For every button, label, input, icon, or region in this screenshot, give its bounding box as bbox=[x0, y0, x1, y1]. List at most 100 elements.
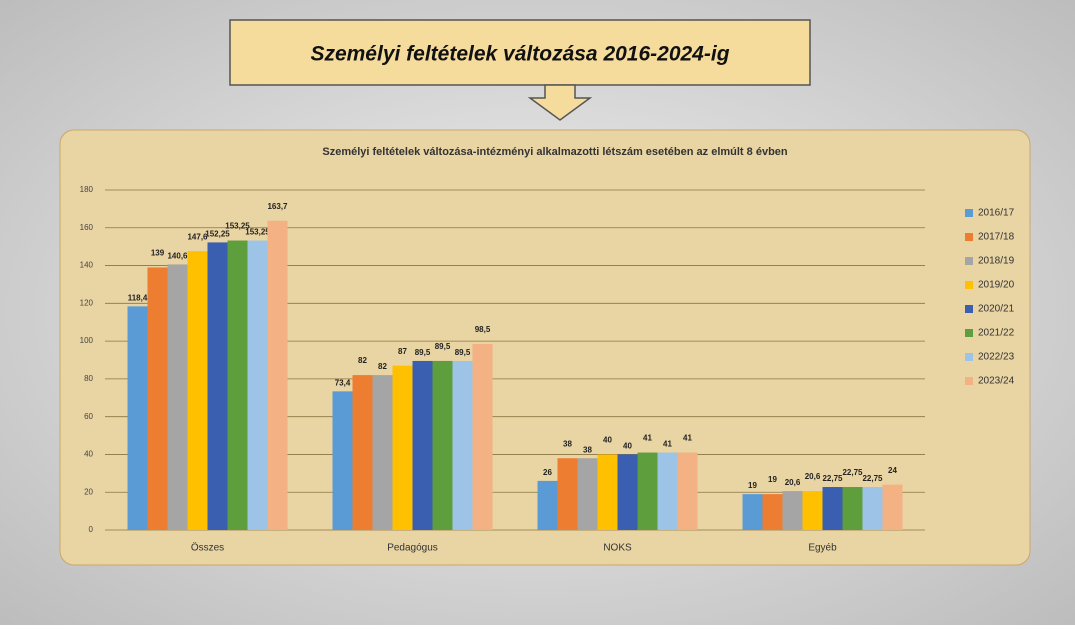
data-label: 22,75 bbox=[822, 474, 843, 483]
legend-label: 2022/23 bbox=[978, 352, 1015, 363]
bar bbox=[452, 360, 473, 530]
data-label: 73,4 bbox=[335, 378, 351, 387]
data-label: 41 bbox=[683, 434, 692, 443]
bar bbox=[147, 267, 168, 530]
legend-swatch bbox=[965, 377, 973, 385]
data-label: 163,7 bbox=[267, 202, 288, 211]
bar bbox=[472, 343, 493, 530]
x-tick-label: Egyéb bbox=[808, 543, 837, 554]
y-tick-label: 160 bbox=[80, 223, 94, 232]
y-tick-label: 140 bbox=[80, 261, 94, 270]
bar bbox=[392, 365, 413, 530]
legend-label: 2023/24 bbox=[978, 376, 1015, 387]
bar bbox=[782, 491, 803, 530]
y-tick-label: 20 bbox=[84, 487, 93, 496]
bar bbox=[537, 480, 558, 530]
data-label: 98,5 bbox=[475, 325, 491, 334]
bar bbox=[432, 360, 453, 530]
bar bbox=[372, 375, 393, 530]
data-label: 82 bbox=[378, 362, 387, 371]
y-tick-label: 180 bbox=[80, 185, 94, 194]
data-label: 152,25 bbox=[205, 230, 230, 239]
x-tick-label: NOKS bbox=[603, 543, 632, 554]
bar bbox=[557, 458, 578, 530]
bar bbox=[597, 454, 618, 530]
bar bbox=[227, 240, 248, 530]
bar bbox=[207, 242, 228, 530]
bar bbox=[637, 452, 658, 530]
data-label: 89,5 bbox=[435, 342, 451, 351]
data-label: 40 bbox=[623, 442, 632, 451]
bar bbox=[842, 487, 863, 530]
bar bbox=[677, 452, 698, 530]
bar bbox=[332, 391, 353, 530]
title-box bbox=[229, 19, 811, 86]
legend-label: 2020/21 bbox=[978, 304, 1015, 315]
legend-swatch bbox=[965, 353, 973, 361]
data-label: 89,5 bbox=[455, 348, 471, 357]
bar bbox=[657, 452, 678, 530]
data-label: 140,6 bbox=[167, 252, 188, 261]
legend-label: 2016/17 bbox=[978, 208, 1015, 219]
data-label: 38 bbox=[563, 439, 572, 448]
data-label: 41 bbox=[663, 440, 672, 449]
bar bbox=[187, 251, 208, 530]
data-label: 22,75 bbox=[862, 474, 883, 483]
legend-swatch bbox=[965, 305, 973, 313]
bar bbox=[862, 487, 883, 530]
bar bbox=[822, 487, 843, 530]
data-label: 153,25 bbox=[225, 222, 250, 231]
data-label: 20,6 bbox=[785, 478, 801, 487]
x-tick-label: Összes bbox=[191, 542, 224, 554]
legend-swatch bbox=[965, 329, 973, 337]
data-label: 89,5 bbox=[415, 348, 431, 357]
slide-title: Személyi feltételek változása 2016-2024-… bbox=[310, 43, 729, 66]
y-tick-label: 80 bbox=[84, 374, 93, 383]
legend-swatch bbox=[965, 281, 973, 289]
legend-label: 2019/20 bbox=[978, 280, 1015, 291]
bar bbox=[267, 220, 288, 531]
data-label: 87 bbox=[398, 347, 407, 356]
data-label: 26 bbox=[543, 468, 552, 477]
bar bbox=[882, 484, 903, 530]
data-label: 41 bbox=[643, 434, 652, 443]
data-label: 19 bbox=[768, 475, 777, 484]
bar bbox=[617, 454, 638, 530]
legend-label: 2021/22 bbox=[978, 328, 1015, 339]
x-tick-label: Pedagógus bbox=[387, 543, 438, 554]
legend-swatch bbox=[965, 209, 973, 217]
data-label: 40 bbox=[603, 436, 612, 445]
chart-panel bbox=[59, 129, 1031, 566]
bar bbox=[577, 458, 598, 530]
legend-swatch bbox=[965, 257, 973, 265]
y-tick-label: 40 bbox=[84, 450, 93, 459]
bar bbox=[742, 494, 763, 530]
bar bbox=[352, 375, 373, 530]
y-tick-label: 100 bbox=[80, 336, 94, 345]
legend-label: 2017/18 bbox=[978, 232, 1015, 243]
data-label: 19 bbox=[748, 481, 757, 490]
bar bbox=[802, 491, 823, 530]
data-label: 153,25 bbox=[245, 228, 270, 237]
arrow bbox=[527, 84, 593, 121]
data-label: 118,4 bbox=[128, 293, 148, 302]
bar bbox=[167, 264, 188, 530]
data-label: 139 bbox=[151, 249, 165, 258]
data-label: 20,6 bbox=[805, 472, 821, 481]
y-tick-label: 60 bbox=[84, 412, 93, 421]
legend-swatch bbox=[965, 233, 973, 241]
legend-label: 2018/19 bbox=[978, 256, 1015, 267]
chart-title: Személyi feltételek változása-intézményi… bbox=[322, 146, 788, 158]
bar bbox=[247, 240, 268, 530]
data-label: 38 bbox=[583, 445, 592, 454]
y-tick-label: 0 bbox=[89, 525, 94, 534]
y-tick-label: 120 bbox=[80, 298, 94, 307]
data-label: 24 bbox=[888, 466, 897, 475]
bar bbox=[762, 494, 783, 530]
data-label: 22,75 bbox=[842, 468, 863, 477]
data-label: 147,6 bbox=[187, 232, 208, 241]
data-label: 82 bbox=[358, 356, 367, 365]
bar bbox=[127, 306, 148, 530]
